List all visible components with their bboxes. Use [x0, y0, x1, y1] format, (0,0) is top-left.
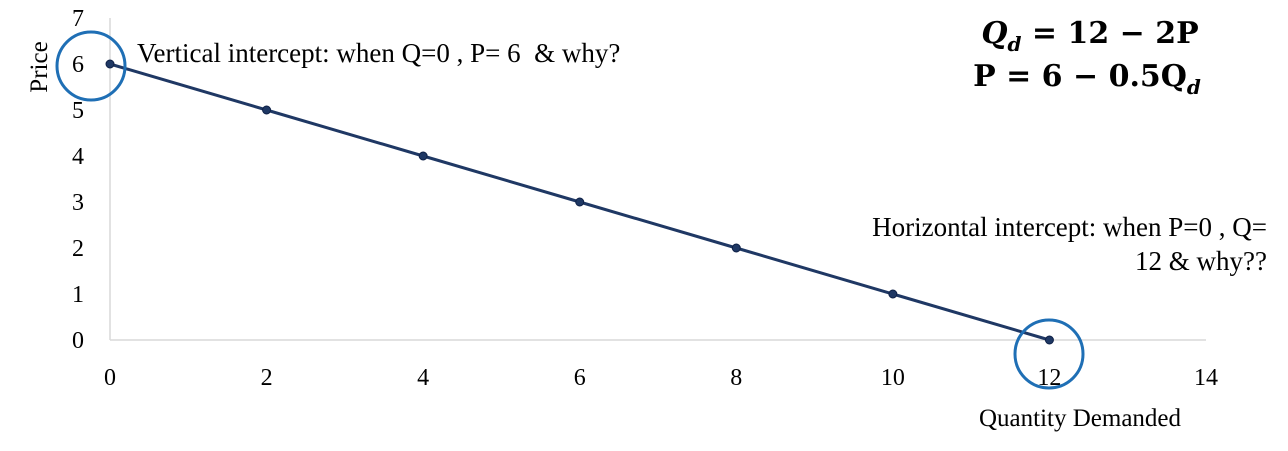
y-tick-label: 3 [72, 190, 84, 216]
y-axis-title: Price [26, 41, 53, 92]
x-axis-title: Quantity Demanded [979, 405, 1182, 432]
data-point-marker [731, 243, 741, 253]
equation-price: P = 6 − 0.5Qd [973, 59, 1201, 99]
vertical-intercept-annotation: Vertical intercept: when Q=0 , P= 6 & wh… [137, 38, 620, 68]
data-point-marker [418, 151, 428, 161]
horizontal-intercept-annotation-line2: 12 & why?? [1135, 246, 1267, 276]
x-tick-labels: 0 2 4 6 8 10 12 14 [104, 365, 1218, 391]
y-tick-label: 1 [72, 282, 84, 308]
data-point-marker [105, 59, 115, 69]
y-tick-labels: 0 1 2 3 4 5 6 7 [72, 6, 84, 354]
equation-1-subscript: d [1007, 32, 1021, 56]
data-point-marker [262, 105, 272, 115]
x-tick-label: 6 [574, 365, 586, 391]
y-tick-label: 5 [72, 98, 84, 124]
data-point-marker [888, 289, 898, 299]
vertical-intercept-circle [55, 30, 127, 102]
data-point-marker [575, 197, 585, 207]
equation-2-subscript: d [1187, 75, 1201, 99]
data-point-marker [1044, 335, 1054, 345]
x-tick-label: 10 [881, 365, 905, 391]
horizontal-intercept-annotation-line1: Horizontal intercept: when P=0 , Q= [872, 212, 1267, 242]
y-tick-label: 6 [72, 52, 84, 78]
x-tick-label: 0 [104, 365, 116, 391]
equation-quantity-demanded: Qd = 12 − 2P [981, 16, 1198, 56]
y-tick-label: 0 [72, 328, 84, 354]
equation-1-lhs: Q [981, 16, 1007, 51]
y-tick-label: 2 [72, 236, 84, 262]
y-tick-label: 4 [72, 144, 84, 170]
x-tick-label: 14 [1194, 365, 1218, 391]
equation-1-rhs: = 12 − 2P [1021, 16, 1198, 51]
x-tick-label: 2 [261, 365, 273, 391]
data-points [105, 59, 1054, 345]
x-tick-label: 4 [417, 365, 429, 391]
horizontal-intercept-circle [1013, 318, 1085, 390]
y-tick-label: 7 [72, 6, 84, 32]
x-tick-label: 8 [730, 365, 742, 391]
equation-2-body: P = 6 − 0.5Q [973, 59, 1187, 94]
